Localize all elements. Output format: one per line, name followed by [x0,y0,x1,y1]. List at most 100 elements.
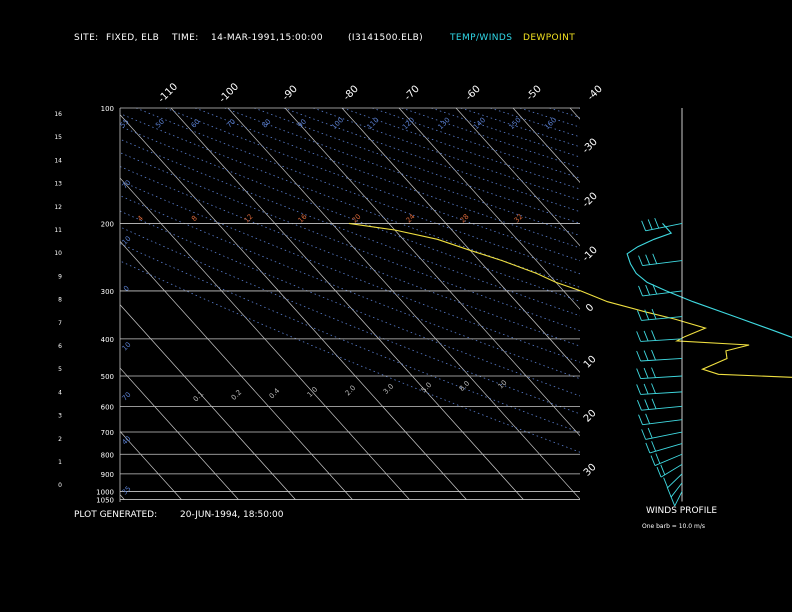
legend-dewpoint: DEWPOINT [523,33,576,43]
side-adiabat-label: 40 [121,435,133,447]
isotherm-line [284,108,580,437]
height-tick-label: 13 [54,181,62,188]
wind-barb-shaft [645,222,683,232]
isotherm-line [120,177,410,500]
height-tick-label: 2 [58,436,62,443]
clipped-grid [120,108,792,500]
wind-barb-shaft [641,316,683,321]
dry-adiabat-line [372,108,580,179]
wind-barb-flag [654,217,660,229]
header-time-label: TIME: [172,33,199,43]
wind-barb-flag [670,495,676,507]
winds-layer [636,108,683,507]
right-temp-label: 20 [582,408,599,425]
pressure-label: 600 [101,403,114,411]
right-temp-label: -10 [581,245,600,264]
isotherm-line [170,108,524,500]
mixing-ratio-label: 4 [136,214,145,223]
side-adiabat-label: 10 [121,235,133,247]
height-tick-label: 4 [58,389,62,396]
right-temp-label: 0 [584,302,596,314]
height-tick-label: 10 [54,250,62,257]
right-temp-label: 30 [582,462,599,479]
side-adiabat-label: 10 [121,341,133,353]
wind-barb-flag [636,350,642,362]
pressure-label: 200 [101,220,114,228]
pressure-label: 700 [101,429,114,437]
mixing-ratio-line [788,291,792,498]
wind-barb-flag [643,350,649,361]
wind-barb-flag [643,330,649,342]
small-ratio-label: 5.0 [420,381,434,395]
dry-adiabat-label: 120 [401,116,416,131]
isotherm-line [455,108,580,247]
wind-barb-flag [656,466,662,478]
isotherm-line [341,108,580,373]
dry-adiabat-label: 110 [366,116,381,131]
skew-temp-label: -90 [281,84,300,103]
dry-adiabat-line [697,108,792,499]
mixing-ratio-label: 28 [459,213,471,225]
wind-barb-flag [636,368,642,379]
wind-barb-flag [651,308,657,320]
temperature-profile [626,223,792,338]
wind-barb-flag [638,255,643,266]
small-ratio-label: 2.0 [344,384,358,398]
dry-adiabat-line [431,108,580,158]
isotherm-line [227,108,580,500]
isotherm-line [398,108,580,310]
wind-barb-flag [660,464,666,475]
height-tick-label: 0 [58,482,62,489]
wind-barb-shaft [642,419,683,426]
wind-barb-shaft [674,491,683,507]
height-tick-label: 16 [54,111,62,118]
side-adiabat-label: 35 [121,485,133,497]
wind-barb-flag [645,442,651,454]
wind-barb-flag [641,220,647,231]
height-tick-label: 9 [58,273,62,280]
dry-adiabat-line [194,108,580,249]
pressure-label: 900 [101,471,114,479]
mixing-ratio-label: 12 [243,213,255,225]
dry-adiabat-line [342,108,580,190]
dry-adiabat-line [120,226,580,415]
wind-barb-shaft [645,431,683,440]
dry-adiabat-label: 130 [437,116,452,131]
isotherm-line [120,494,125,500]
dry-adiabat-line [254,108,580,224]
height-tick-label: 1 [58,459,62,466]
dry-adiabat-label: 150 [508,116,523,131]
barb-note: One barb = 10.0 m/s [642,523,705,530]
small-ratio-label: 0.1 [192,390,206,404]
header-time-value: 14-MAR-1991,15:00:00 [211,33,323,43]
dry-adiabat-label: 50 [154,118,166,130]
wind-barb-flag [638,285,643,297]
plot-generated-label: PLOT GENERATED: [74,510,158,520]
height-tick-label: 15 [54,134,62,141]
dry-adiabat-label: 140 [472,116,487,131]
side-adiabat-label: 70 [121,179,133,191]
dry-adiabat-line [638,108,792,499]
wind-barb-flag [638,414,643,425]
wind-barb-flag [637,399,642,411]
wind-barb-flag [651,398,657,409]
skew-temp-label: -110 [156,81,180,105]
wind-barb-flag [643,383,649,395]
right-temp-label: 10 [582,354,599,371]
wind-barb-shaft [670,482,683,498]
small-ratio-label: 10 [497,379,509,391]
right-temp-label: -20 [581,191,600,210]
wind-barb-shaft [654,453,683,466]
isotherm-line [741,108,792,500]
dewpoint-profile [348,222,792,378]
legend-temp-winds: TEMP/WINDS [450,33,513,43]
pressure-label: 800 [101,451,114,459]
dry-adiabat-label: 90 [296,118,308,130]
pressure-label: 1050 [96,497,114,505]
height-tick-label: 11 [54,227,62,234]
height-tick-label: 6 [58,343,62,350]
right-temp-label: -30 [581,137,600,156]
height-tick-label: 8 [58,297,62,304]
wind-barb-shaft [640,338,683,342]
